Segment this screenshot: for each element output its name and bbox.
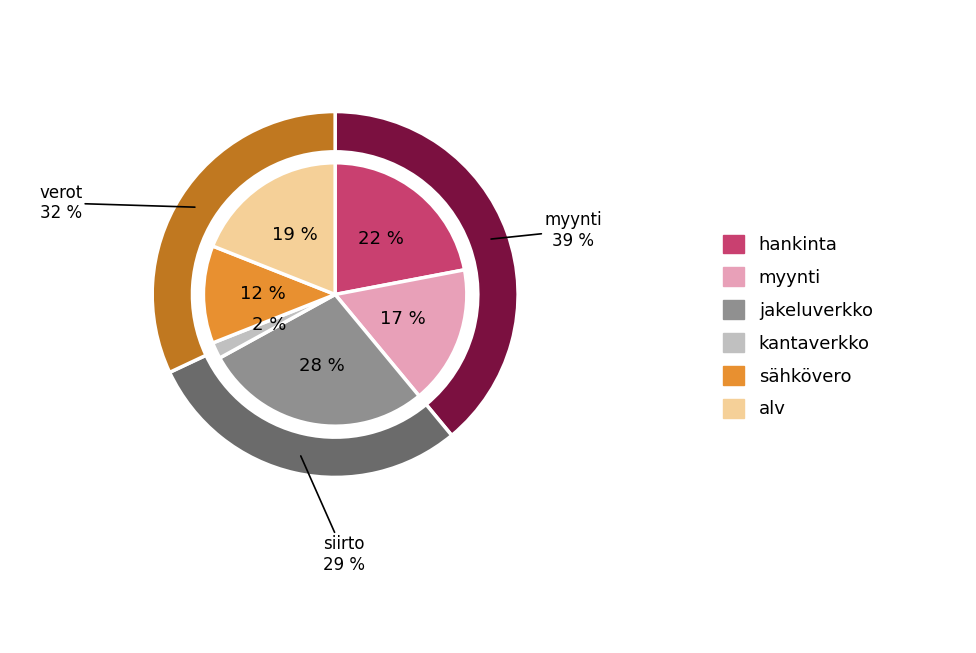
Text: 2 %: 2 % (253, 316, 287, 334)
Wedge shape (335, 163, 465, 295)
Wedge shape (203, 246, 335, 343)
Text: 17 %: 17 % (381, 310, 427, 328)
Text: verot
32 %: verot 32 % (39, 183, 195, 223)
Text: 12 %: 12 % (240, 285, 286, 304)
Wedge shape (335, 270, 467, 396)
Text: myynti
39 %: myynti 39 % (491, 211, 602, 250)
Wedge shape (152, 112, 335, 372)
Wedge shape (213, 295, 335, 358)
Text: 22 %: 22 % (358, 230, 404, 247)
Legend: hankinta, myynti, jakeluverkko, kantaverkko, sähkövero, alv: hankinta, myynti, jakeluverkko, kantaver… (715, 227, 880, 426)
Wedge shape (220, 295, 419, 426)
Text: siirto
29 %: siirto 29 % (301, 456, 365, 573)
Text: 19 %: 19 % (271, 225, 317, 244)
Text: 28 %: 28 % (299, 357, 345, 375)
Wedge shape (170, 355, 452, 477)
Wedge shape (335, 112, 518, 436)
Wedge shape (213, 163, 335, 295)
